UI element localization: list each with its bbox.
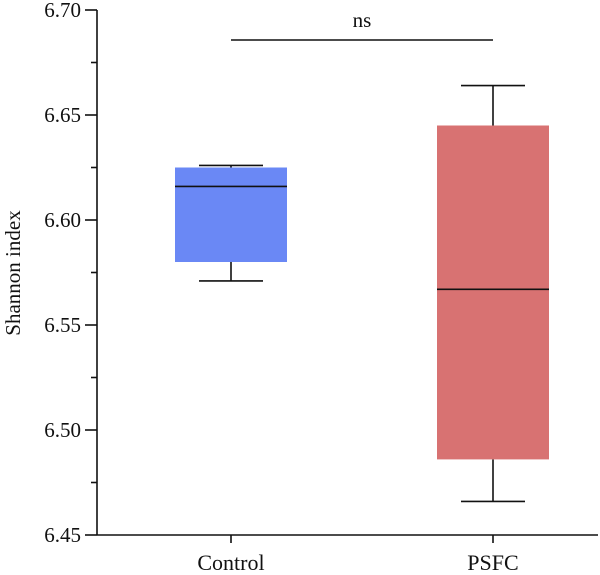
y-tick-label: 6.60: [44, 208, 81, 232]
y-tick-label: 6.70: [44, 0, 81, 22]
y-tick-label: 6.45: [44, 523, 81, 547]
y-tick-label: 6.55: [44, 313, 81, 337]
y-axis-label: Shannon index: [1, 210, 25, 336]
box-psfc: [437, 84, 549, 503]
x-tick-label-psfc: PSFC: [467, 550, 518, 575]
box-series: [175, 84, 549, 503]
box-control: [175, 164, 287, 282]
x-tick-label-control: Control: [197, 550, 264, 575]
y-tick-label: 6.65: [44, 103, 81, 127]
axes: 6.45 6.50 6.55 6.60 6.65 6.70 Control PSFC: [44, 0, 598, 575]
y-tick-label: 6.50: [44, 418, 81, 442]
significance-label: ns: [353, 8, 372, 32]
iqr-box: [437, 125, 549, 460]
iqr-box: [175, 167, 287, 262]
significance-annotations: ns: [231, 8, 493, 41]
